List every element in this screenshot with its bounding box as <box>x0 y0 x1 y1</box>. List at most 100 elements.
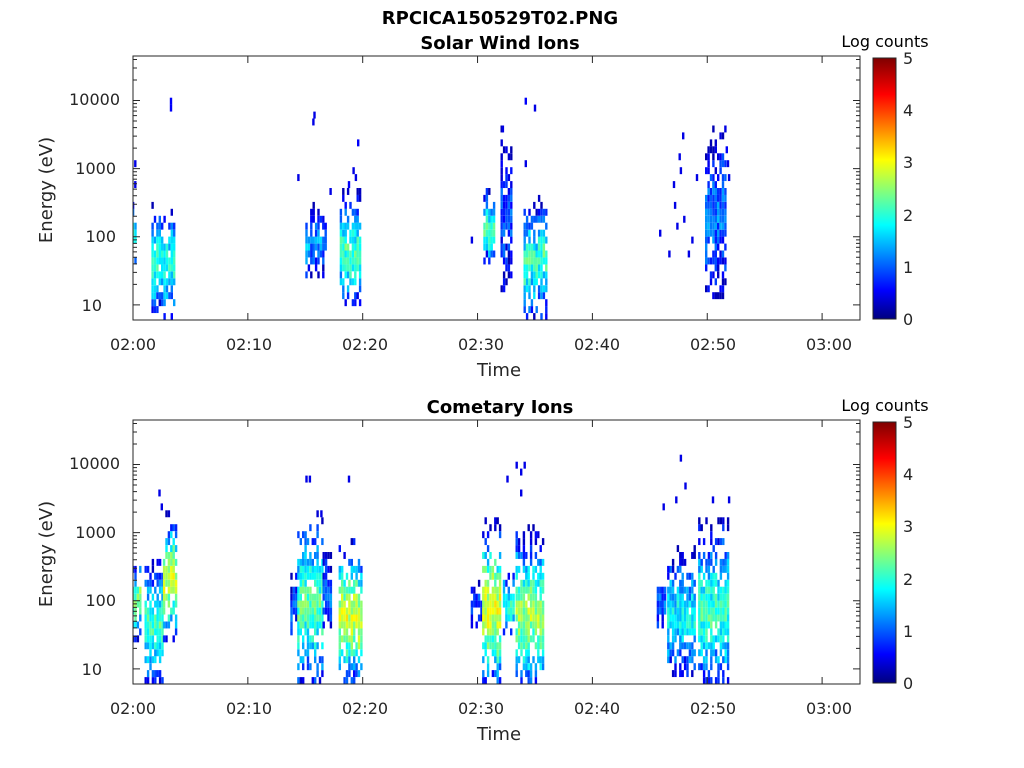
spectrogram-cell <box>661 621 664 629</box>
spectrogram-cell <box>712 194 715 202</box>
spectrogram-cell <box>705 264 708 272</box>
spectrogram-cell <box>527 579 530 587</box>
spectrogram-cell <box>316 572 319 580</box>
spectrogram-cell <box>312 118 315 126</box>
spectrogram-cell <box>151 201 154 209</box>
spectrogram-cell <box>310 229 313 237</box>
spectrogram-cell <box>172 572 175 580</box>
spectrogram-cell <box>165 552 168 559</box>
spectrogram-cell <box>527 586 530 594</box>
spectrogram-cell <box>683 600 687 608</box>
spectrogram-cell <box>517 656 521 664</box>
spectrogram-cell <box>151 558 155 566</box>
spectrogram-cell <box>136 621 140 629</box>
spectrogram-cell <box>356 229 359 237</box>
spectrogram-cell <box>707 607 711 615</box>
spectrogram-cell <box>722 642 725 650</box>
spectrogram-cell <box>350 635 353 643</box>
spectrogram-cell <box>174 621 178 629</box>
spectrogram-cell <box>360 600 363 608</box>
spectrogram-cell <box>507 229 511 237</box>
spectrogram-cell <box>311 572 314 580</box>
spectrogram-cell <box>517 565 521 573</box>
spectrogram-cell <box>533 292 536 300</box>
spectrogram-cell <box>719 215 722 223</box>
spectrogram-cell <box>309 635 312 643</box>
spectrogram-cell <box>329 621 333 629</box>
spectrogram-cell <box>515 663 518 671</box>
spectrogram-cell <box>158 222 161 230</box>
spectrogram-cell <box>355 593 358 601</box>
spectrogram-cell <box>490 229 493 237</box>
spectrogram-cell <box>714 139 717 147</box>
spectrogram-cell <box>482 656 485 664</box>
spectrogram-cell <box>494 656 497 664</box>
spectrogram-cell <box>700 600 703 608</box>
spectrogram-cell <box>308 475 312 483</box>
spectrogram-cell <box>510 208 513 216</box>
spectrogram-cell <box>502 208 506 216</box>
spectrogram-cell <box>698 565 701 573</box>
spectrogram-cell <box>136 593 140 601</box>
spectrogram-cell <box>163 313 166 320</box>
spectrogram-cell <box>512 579 515 587</box>
spectrogram-cell <box>712 649 715 657</box>
spectrogram-cell <box>299 579 302 587</box>
x-tick-label: 02:50 <box>690 699 736 718</box>
spectrogram-cell <box>529 545 533 553</box>
spectrogram-cell <box>353 670 356 678</box>
spectrogram-cell <box>507 257 511 265</box>
spectrogram-cell <box>707 257 710 265</box>
spectrogram-cell <box>299 565 302 573</box>
spectrogram-cell <box>490 215 493 223</box>
spectrogram-cell <box>505 621 508 629</box>
spectrogram-cell <box>528 250 531 258</box>
spectrogram-cell <box>292 593 296 601</box>
spectrogram-cell <box>351 222 355 230</box>
spectrogram-cell <box>491 572 495 580</box>
spectrogram-cell <box>357 614 361 622</box>
spectrogram-cell <box>302 579 305 587</box>
spectrogram-cell <box>146 621 150 629</box>
spectrogram-cell <box>540 243 543 251</box>
spectrogram-cell <box>360 572 363 580</box>
spectrogram-cell <box>719 649 723 657</box>
spectrogram-cell <box>297 628 300 636</box>
spectrogram-cell <box>681 586 684 594</box>
spectrogram-cell <box>492 222 496 230</box>
spectrogram-cell <box>356 257 359 265</box>
spectrogram-cell <box>726 628 730 636</box>
spectrogram-cell <box>149 656 152 664</box>
spectrogram-cell <box>500 153 503 161</box>
spectrogram-cell <box>520 621 523 629</box>
spectrogram-cell <box>679 642 682 650</box>
spectrogram-cell <box>510 201 513 209</box>
spectrogram-cell <box>486 545 490 553</box>
spectrogram-cell <box>174 586 178 594</box>
spectrogram-cell <box>520 468 523 476</box>
spectrogram-cell <box>350 649 353 657</box>
spectrogram-cell <box>534 607 538 615</box>
spectrogram-cell <box>505 243 508 251</box>
spectrogram-cell <box>342 194 345 202</box>
spectrogram-cell <box>324 579 328 587</box>
spectrogram-cell <box>532 565 535 573</box>
spectrogram-cell <box>545 264 548 272</box>
spectrogram-cell <box>482 600 485 608</box>
spectrogram-cell <box>702 593 706 601</box>
spectrogram-cell <box>292 586 296 594</box>
spectrogram-cell <box>485 236 489 244</box>
spectrogram-cell <box>170 545 173 553</box>
spectrogram-cell <box>714 649 718 657</box>
spectrogram-cell <box>528 292 531 300</box>
spectrogram-cell <box>346 257 350 265</box>
spectrogram-cell <box>168 271 171 279</box>
spectrogram-cell <box>134 593 137 601</box>
spectrogram-cell <box>688 656 692 664</box>
spectrogram-cell <box>698 628 701 636</box>
spectrogram-cell <box>316 586 319 594</box>
spectrogram-cell <box>310 271 313 279</box>
spectrogram-cell <box>707 229 710 237</box>
spectrogram-cell <box>305 222 308 230</box>
spectrogram-cell <box>356 292 359 300</box>
